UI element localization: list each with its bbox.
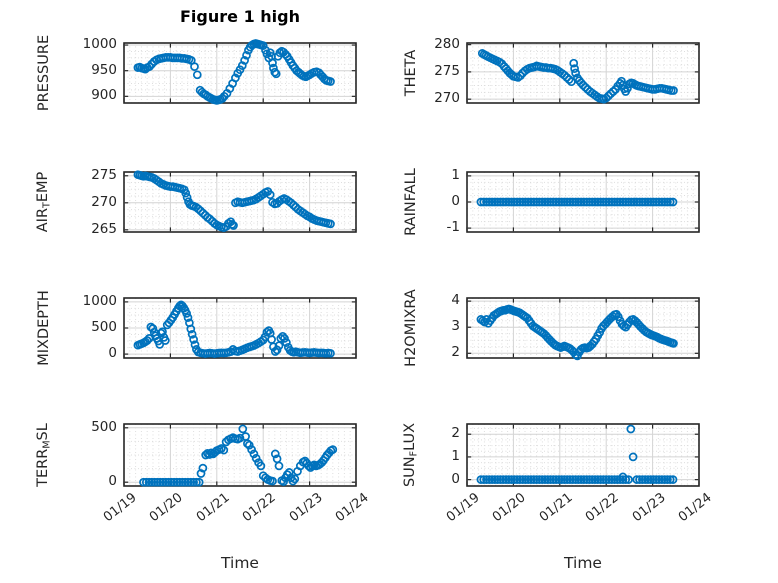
plot-canvas-sunflux bbox=[466, 423, 700, 487]
y-axis-label-sunflux: SUNFLUX bbox=[402, 422, 420, 488]
y-tick-label: -1 bbox=[446, 219, 460, 236]
minor-grid bbox=[467, 172, 699, 232]
scatter-series-rainfall bbox=[476, 197, 678, 207]
y-axis-label-text: AIR bbox=[35, 207, 51, 233]
y-tick-label: 280 bbox=[434, 35, 460, 52]
plot-canvas-mixdepth bbox=[123, 297, 357, 359]
y-tick-label: 3 bbox=[451, 318, 460, 335]
y-tick-label: 275 bbox=[434, 62, 460, 79]
y-tick-label: 0 bbox=[451, 470, 460, 487]
minor-grid bbox=[124, 424, 356, 486]
y-axis-label-rainfall: RAINFALL bbox=[402, 168, 419, 236]
y-axis-label-text: SUN bbox=[402, 456, 418, 488]
y-tick-label: 900 bbox=[91, 87, 117, 104]
y-axis-label-pressure: PRESSURE bbox=[35, 34, 52, 112]
axes-box bbox=[123, 297, 357, 359]
scatter-series-airtemp bbox=[133, 170, 335, 233]
plot-canvas-airtemp bbox=[123, 170, 357, 233]
plot-canvas-h2omixra bbox=[466, 297, 700, 361]
y-axis-label-text: H2OMIXRA bbox=[402, 289, 419, 367]
y-tick-label: 1000 bbox=[82, 292, 117, 309]
major-grid bbox=[467, 43, 699, 103]
scatter-series-mixdepth bbox=[133, 300, 335, 358]
x-axis-label-left: Time bbox=[221, 554, 259, 572]
y-tick-label: 270 bbox=[91, 193, 117, 210]
y-axis-label-theta: THETA bbox=[402, 49, 419, 97]
y-axis-label-text: RAINFALL bbox=[402, 168, 419, 236]
major-grid bbox=[124, 172, 356, 232]
plot-canvas-rainfall bbox=[466, 171, 700, 233]
scatter-series-h2omixra bbox=[476, 304, 678, 361]
scatter-series-theta bbox=[477, 49, 678, 104]
axes-box bbox=[123, 423, 357, 487]
y-tick-label: 1 bbox=[451, 447, 460, 464]
y-axis-label-text: MIXDEPTH bbox=[35, 290, 52, 366]
y-tick-label: 950 bbox=[91, 61, 117, 78]
y-axis-label-text: EMP bbox=[35, 171, 51, 203]
y-tick-label: 500 bbox=[91, 418, 117, 435]
axes-box bbox=[466, 297, 700, 359]
y-axis-label-text: LUX bbox=[402, 422, 418, 451]
y-axis-label-subscript: T bbox=[41, 202, 53, 208]
y-tick-label: 2 bbox=[451, 425, 460, 442]
y-tick-label: 0 bbox=[108, 345, 117, 362]
y-tick-label: 4 bbox=[451, 292, 460, 309]
tick-marks bbox=[466, 43, 700, 103]
y-tick-label: 1 bbox=[451, 166, 460, 183]
y-tick-label: 265 bbox=[91, 220, 117, 237]
y-axis-label-text: SL bbox=[35, 423, 51, 441]
plot-canvas-theta bbox=[466, 42, 700, 104]
axes-box bbox=[123, 42, 357, 104]
y-tick-label: 270 bbox=[434, 90, 460, 107]
y-axis-label-subscript: F bbox=[408, 450, 420, 457]
y-axis-label-h2omixra: H2OMIXRA bbox=[402, 289, 419, 367]
y-axis-label-terrmsl: TERRMSL bbox=[35, 423, 53, 487]
scatter-series-pressure bbox=[133, 39, 335, 105]
minor-grid bbox=[467, 424, 699, 486]
axes-box bbox=[466, 42, 700, 104]
tick-marks bbox=[466, 298, 700, 358]
scatter-series-sunflux bbox=[476, 424, 678, 484]
plot-canvas-terrmsl bbox=[123, 423, 357, 487]
y-axis-label-text: TERR bbox=[35, 448, 51, 487]
y-tick-label: 500 bbox=[91, 319, 117, 335]
x-axis-label-right: Time bbox=[564, 554, 602, 572]
y-axis-label-mixdepth: MIXDEPTH bbox=[35, 290, 52, 366]
minor-grid bbox=[467, 298, 699, 358]
plot-canvas-pressure bbox=[123, 39, 357, 105]
y-axis-label-airtemp: AIRTEMP bbox=[35, 171, 53, 233]
axes-box bbox=[466, 171, 700, 233]
y-tick-label: 0 bbox=[451, 193, 460, 209]
axes-box bbox=[123, 171, 357, 233]
axes-box bbox=[466, 423, 700, 487]
tick-marks bbox=[466, 172, 700, 232]
minor-grid bbox=[467, 43, 699, 103]
figure-title: Figure 1 high bbox=[180, 7, 300, 26]
y-tick-label: 275 bbox=[91, 166, 117, 183]
y-tick-label: 0 bbox=[108, 473, 117, 490]
y-axis-label-subscript: M bbox=[41, 440, 53, 449]
y-tick-label: 1000 bbox=[82, 36, 117, 53]
y-axis-label-text: THETA bbox=[402, 49, 419, 97]
y-axis-label-text: PRESSURE bbox=[35, 34, 52, 112]
scatter-series-terrmsl bbox=[139, 424, 338, 487]
y-tick-label: 2 bbox=[451, 344, 460, 361]
